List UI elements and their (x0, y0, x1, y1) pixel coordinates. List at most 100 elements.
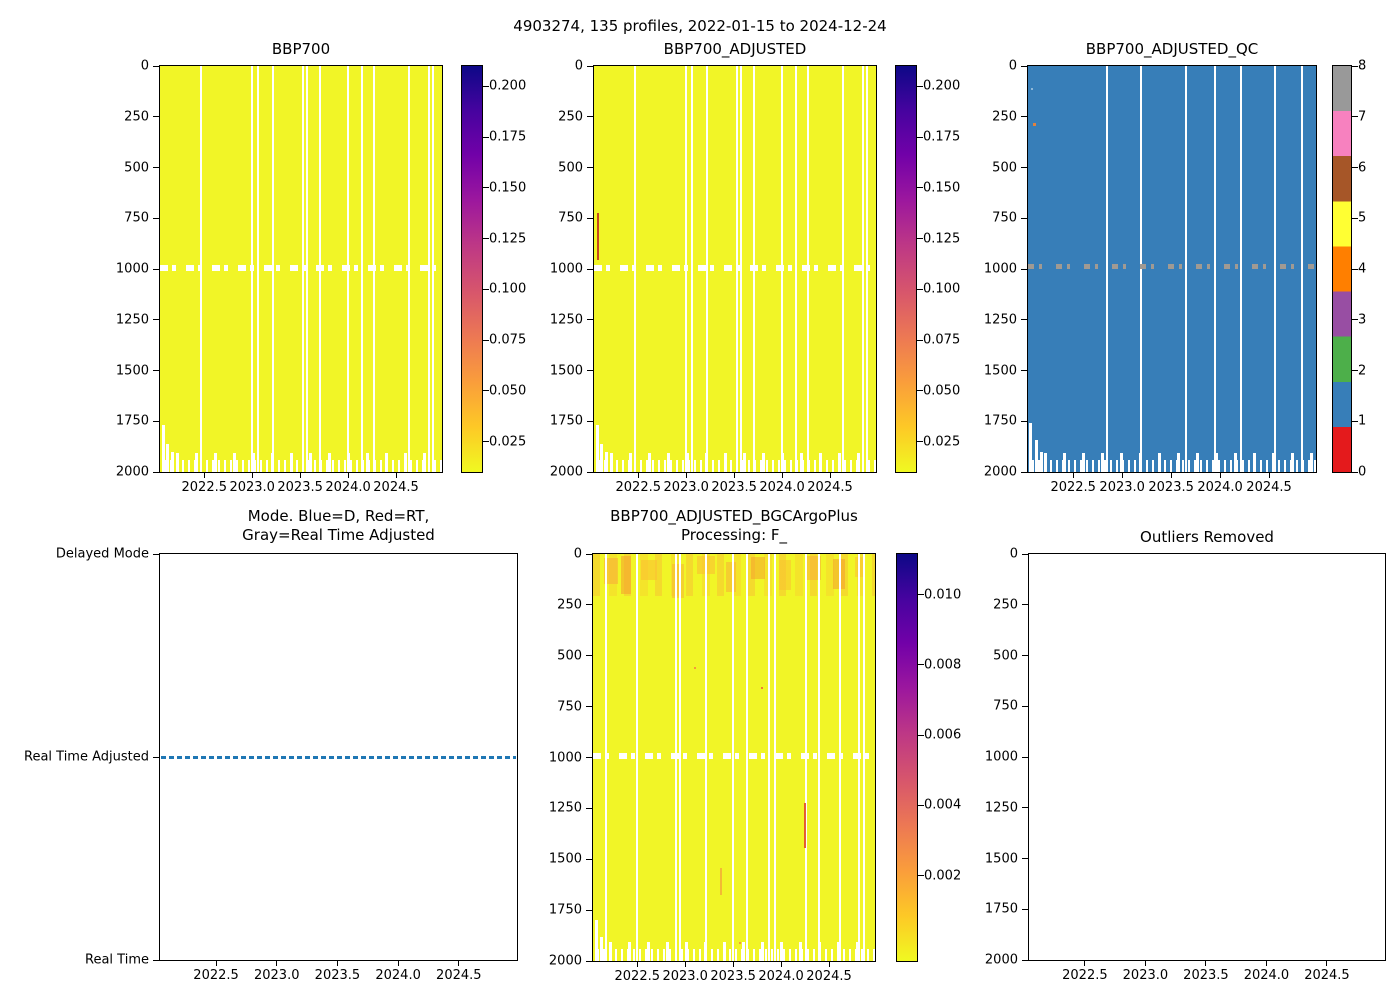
colorbar-tick-mark (483, 187, 489, 189)
missing-profile-gap-line (1140, 66, 1143, 472)
y-tick-label: 1500 (983, 363, 1017, 378)
colorbar-tick-mark (1352, 471, 1358, 473)
shallow-profile-notch (161, 425, 165, 472)
y-tick-label: 1000 (549, 261, 583, 277)
y-tick-label: 1250 (115, 312, 149, 328)
colorbar-tick-mark (917, 238, 923, 240)
y-tick-mark (153, 319, 159, 321)
x-tick-label: 2023.0 (662, 969, 708, 984)
y-tick-label: 0 (1008, 58, 1017, 74)
y-tick-mark (587, 65, 593, 67)
x-tick-label: 2022.5 (614, 969, 661, 984)
x-tick-mark (1268, 472, 1270, 478)
x-tick-mark (336, 960, 338, 966)
x-tick-label: 2024.5 (1304, 968, 1350, 983)
profile-bottom-comb-sparse (593, 942, 875, 961)
colorbar-tick-label: 0 (1358, 464, 1367, 480)
surface-band-patch (804, 556, 821, 580)
y-tick-mark (1021, 471, 1027, 473)
colorbar-tick-mark (483, 238, 489, 240)
colorbar-tick-label: 0.004 (924, 797, 962, 813)
surface-band-patch (750, 557, 765, 579)
colorbar-tick-mark (917, 288, 923, 290)
data-gap-dash-row (160, 264, 442, 271)
x-tick-label: 2024.0 (758, 969, 804, 984)
y-tick-label: 0 (573, 546, 582, 562)
y-tick-label: 250 (992, 109, 1017, 125)
x-tick-mark (637, 472, 639, 478)
heatmap-body-bbp700 (160, 66, 442, 472)
x-tick-label: 2022.5 (615, 480, 662, 495)
x-tick-label: 2024.0 (759, 480, 805, 495)
y-tick-label: 1250 (549, 312, 583, 328)
x-tick-mark (828, 961, 830, 967)
plot-area-mode: Delayed Mode Real Time Adjusted Real Time 2… (24, 547, 518, 983)
y-tick-mark (1021, 65, 1027, 67)
x-tick-mark (781, 472, 783, 478)
y-tick-label: 1500 (115, 363, 149, 378)
x-tick-label: 2023.5 (1183, 968, 1229, 983)
shallow-profile-notch (165, 443, 169, 472)
y-tick-label: 1000 (984, 749, 1018, 765)
colorbar-tick-mark (917, 136, 923, 138)
missing-profile-gap-line (1106, 66, 1109, 472)
y-tick-label: 0 (140, 58, 149, 74)
y-tick-label: 2000 (115, 464, 149, 480)
y-tick-label: 1750 (115, 413, 149, 429)
x-tick-label: 2024.5 (373, 480, 419, 495)
x-tick-mark (458, 960, 460, 966)
colorbar-tick-mark (1352, 116, 1358, 118)
panel-title-mode: Mode. Blue=D, Red=RT, Gray=Real Time Adj… (242, 507, 435, 544)
y-tick-label: 250 (993, 597, 1018, 613)
y-tick-mark (1022, 858, 1028, 859)
colorbar-tick-mark (483, 85, 489, 87)
colorbar-tick-label: 0.125 (489, 231, 527, 247)
x-tick-mark (829, 472, 831, 478)
y-tick-mark (586, 909, 592, 911)
colorbar-tick-label: 5 (1358, 210, 1367, 226)
y-tick-mark (586, 706, 592, 708)
colorbar-tick-label: 0.150 (923, 180, 961, 196)
x-tick-label: 2023.5 (1148, 480, 1194, 495)
y-tick-label: 2000 (548, 953, 582, 969)
colorbar-tick-label: 7 (1358, 109, 1367, 125)
shallow-profile-notch (1039, 451, 1043, 472)
colorbar-tick-label: 0.175 (489, 129, 527, 145)
x-tick-mark (395, 472, 397, 478)
heatmap-body-bbp700-adjusted-bgcargoplus (593, 554, 875, 961)
x-tick-label: 2024.5 (436, 968, 482, 983)
x-tick-mark (1265, 960, 1267, 966)
y-tick-mark (153, 217, 159, 219)
colorbar-tick-mark (918, 664, 924, 666)
y-tick-mark (1022, 553, 1028, 555)
colorbar-tick-mark (918, 875, 924, 877)
colorbar-tick-mark (1352, 420, 1358, 422)
plot-area-outliers-removed: 0 250 500 750 1000 1250 1500 1750 2000 2022.5 2023… (985, 547, 1386, 983)
colorbar-tick-label: 0.075 (923, 332, 961, 348)
x-tick-mark (397, 960, 399, 966)
y-tick-mark (587, 370, 593, 371)
shallow-profile-notch (595, 425, 599, 472)
y-tick-label: 250 (558, 109, 583, 125)
x-tick-mark (733, 472, 735, 478)
x-tick-mark (1170, 472, 1172, 478)
surface-band-patch (604, 558, 619, 584)
profile-bottom-comb-sparse (1028, 453, 1316, 472)
y-tick-label: 1500 (984, 851, 1018, 866)
x-tick-label: 2024.5 (807, 480, 853, 495)
y-tick-label: 1750 (983, 413, 1017, 429)
y-tick-label: 1000 (548, 750, 582, 765)
y-tick-label: 500 (992, 160, 1017, 175)
missing-profile-gap-line (1274, 66, 1277, 472)
colorbar-tick-mark (1352, 370, 1358, 371)
y-tick-mark (153, 420, 159, 422)
surface-band-patch (832, 559, 845, 589)
x-tick-label: 2022.5 (181, 480, 228, 495)
y-tick-mark (587, 268, 593, 270)
y-tick-mark (1022, 807, 1028, 809)
colorbar-tick-label: 0.050 (923, 383, 961, 399)
y-tick-label: 1000 (115, 261, 149, 277)
surface-band-patch (621, 556, 632, 594)
colorbar-tick-mark (917, 390, 923, 392)
